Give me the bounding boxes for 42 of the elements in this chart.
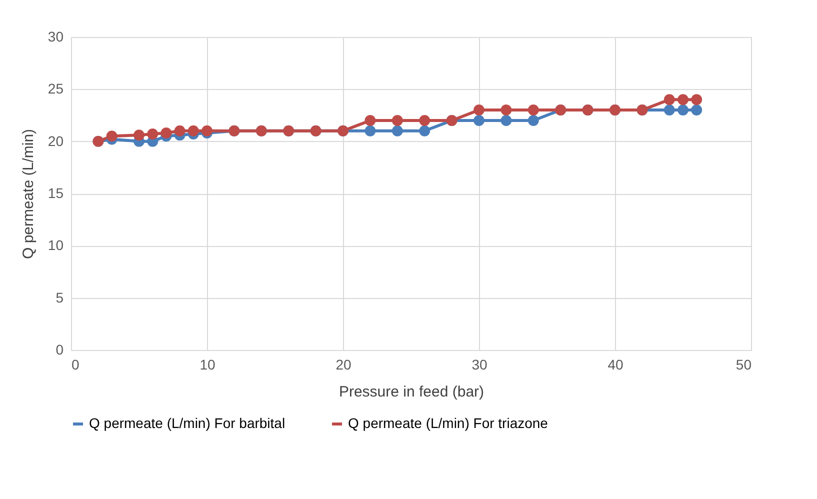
- point: [364, 125, 376, 136]
- point: [500, 115, 512, 126]
- point: [160, 128, 172, 138]
- point: [174, 125, 186, 136]
- legend-label: Q permeate (L/min) For barbital: [89, 415, 286, 431]
- point: [691, 104, 702, 116]
- point: [664, 104, 675, 116]
- point: [392, 125, 403, 136]
- y-tick-label: 30: [48, 28, 64, 44]
- x-tick-label: 40: [608, 356, 624, 372]
- point: [678, 104, 688, 116]
- x-tick-label: 0: [72, 356, 80, 372]
- x-axis-title: Pressure in feed (bar): [338, 384, 484, 400]
- point: [106, 130, 118, 142]
- x-tick-label: 20: [336, 356, 352, 372]
- point: [188, 125, 199, 136]
- point: [691, 94, 702, 106]
- legend-label: Q permeate (L/min) For triazone: [348, 415, 548, 431]
- y-tick-label: 10: [48, 237, 64, 254]
- point: [134, 130, 144, 141]
- point: [419, 125, 430, 136]
- y-axis-title: Q permeate (L/min): [20, 128, 37, 260]
- y-tick-label: 15: [48, 185, 64, 201]
- x-tick-label: 30: [472, 356, 488, 372]
- point: [419, 115, 430, 126]
- y-tick-label: 5: [56, 289, 64, 306]
- point: [202, 125, 212, 136]
- y-tick-label: 25: [48, 80, 64, 97]
- point: [664, 94, 675, 106]
- y-tick-label: 0: [56, 342, 64, 358]
- x-tick-label: 10: [200, 356, 216, 372]
- point: [364, 115, 376, 126]
- point: [392, 115, 403, 126]
- point: [147, 128, 158, 140]
- point: [474, 115, 484, 126]
- y-tick-label: 20: [48, 132, 64, 149]
- point: [528, 115, 539, 126]
- point: [500, 104, 512, 116]
- point: [474, 104, 484, 116]
- point: [528, 104, 539, 116]
- point: [678, 94, 688, 106]
- x-tick-label: 50: [736, 356, 752, 372]
